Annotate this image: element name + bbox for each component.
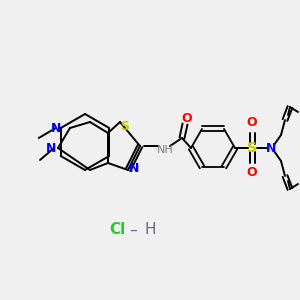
- Text: N: N: [46, 142, 56, 154]
- Text: NH: NH: [157, 145, 173, 155]
- Text: N: N: [51, 122, 61, 134]
- Text: N: N: [129, 161, 139, 175]
- Text: O: O: [247, 167, 257, 179]
- Text: O: O: [182, 112, 192, 124]
- Text: S: S: [121, 119, 130, 133]
- Text: Cl: Cl: [109, 223, 125, 238]
- Text: H: H: [145, 223, 157, 238]
- Text: –: –: [129, 223, 137, 238]
- Text: O: O: [247, 116, 257, 130]
- Text: S: S: [247, 141, 257, 155]
- Text: N: N: [266, 142, 276, 154]
